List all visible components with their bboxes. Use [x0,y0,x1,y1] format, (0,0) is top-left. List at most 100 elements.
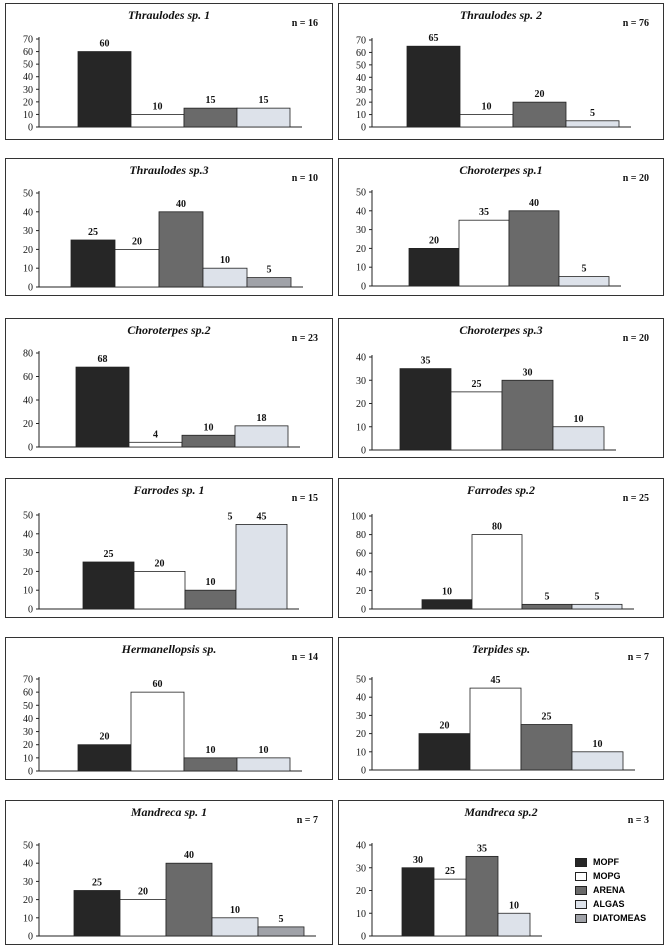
bar-algas [571,751,624,771]
data-label: 10 [206,577,216,588]
y-tick-label: 10 [23,110,33,121]
legend-item: DIATOMEAS [575,911,646,925]
chart-title: Mandreca sp. 1 [130,805,208,819]
data-label: 20 [155,558,165,569]
chart-panel: Mandreca sp.2 n = 3 0 10 20 30 40 30 25 35 10 [338,800,664,945]
y-tick-label: 50 [23,60,33,71]
bar-mopf [421,599,473,610]
data-label: 15 [259,95,269,106]
data-label: 10 [206,745,216,756]
y-tick-label: 20 [356,586,366,597]
bar-mopf [406,45,461,128]
data-label: 25 [542,712,552,723]
y-tick-label: 70 [23,675,33,686]
chart-panel: Choroterpes sp.1 n = 20 0 10 20 30 40 50 20 35 40 5 [338,158,664,296]
y-tick-label: 30 [356,225,366,236]
y-tick-label: 50 [356,675,366,686]
data-label: 20 [429,235,439,246]
data-label: 60 [100,39,110,50]
data-label: 25 [472,379,482,390]
chart-title: Mandreca sp.2 [464,805,538,819]
legend-label: DIATOMEAS [593,913,647,923]
data-label: 15 [206,95,216,106]
bar-mopf [408,248,460,287]
data-label: 20 [132,236,142,247]
bar-mopf [399,368,452,451]
y-tick-label: 30 [23,727,33,738]
y-tick-label: 50 [23,511,33,522]
y-tick-label: 0 [28,443,33,454]
data-label: 25 [445,866,455,877]
y-tick-label: 40 [356,841,366,852]
bar-algas [236,757,291,772]
y-tick-label: 10 [23,753,33,764]
bar-diatomeas [257,926,305,937]
y-tick-label: 50 [356,188,366,199]
legend-label: ARENA [593,885,626,895]
bar-mopg [459,114,514,128]
bar-algas [565,120,620,128]
chart-title: Thraulodes sp. 1 [127,8,211,22]
data-label: 25 [104,549,114,560]
data-label: 30 [413,855,423,866]
bar-arena [520,724,573,771]
data-label: 35 [421,356,431,367]
y-tick-label: 0 [361,123,366,134]
data-label: 4 [153,429,158,440]
y-tick-label: 0 [28,123,33,134]
y-tick-label: 70 [23,35,33,46]
data-label: 60 [153,679,163,690]
legend-label: MOPF [593,857,619,867]
y-tick-label: 10 [23,913,33,924]
bar-algas [211,917,259,937]
y-tick-label: 50 [23,189,33,200]
bar-mopg [450,391,503,451]
data-label: 5 [582,264,587,275]
data-label: 5 [545,591,550,602]
bar-arena [184,589,237,610]
data-label: 68 [98,354,108,365]
y-tick-label: 80 [23,349,33,360]
data-label: 10 [482,102,492,113]
bar-mopg [471,534,523,610]
y-tick-label: 30 [23,877,33,888]
chart-panel: Mandreca sp. 1 n = 7 0 10 20 30 40 50 25 20 40 10 5 [5,800,333,945]
bar-mopg [433,878,467,937]
y-tick-label: 30 [356,85,366,96]
legend-label: MOPG [593,871,621,881]
chart-svg: 0 20 40 60 80 68 4 10 18 [23,349,300,454]
chart-svg: 0 10 20 30 40 50 25 20 10 45 5 [23,511,299,616]
y-tick-label: 30 [356,376,366,387]
y-tick-label: 0 [28,767,33,778]
y-tick-label: 20 [23,895,33,906]
bar-arena [512,101,567,128]
bar-algas [234,425,289,448]
data-label: 10 [593,739,603,750]
y-tick-label: 40 [23,859,33,870]
y-tick-label: 50 [23,701,33,712]
y-tick-label: 100 [351,512,366,523]
legend-swatch-algas [575,899,587,909]
bar-diatomeas [246,277,292,288]
data-label: 45 [257,511,267,522]
bar-algas [235,524,288,610]
data-label: 65 [429,33,439,44]
bar-arena [501,379,554,451]
data-label: 10 [204,422,214,433]
sample-size-label: n = 7 [627,652,649,663]
bar-arena [521,603,573,610]
bar-mopg [119,899,167,937]
y-tick-label: 40 [23,207,33,218]
y-tick-label: 0 [28,932,33,943]
chart-title: Terpides sp. [471,642,531,656]
y-tick-label: 20 [356,399,366,410]
y-tick-label: 10 [356,422,366,433]
chart-title: Choroterpes sp.2 [127,323,211,337]
y-tick-label: 0 [361,932,366,943]
bar-algas [558,276,610,287]
sample-size-label: n = 20 [622,173,649,184]
chart-panel: Terpides sp. n = 7 0 10 20 30 40 50 20 45 25 10 [338,637,664,780]
y-tick-label: 40 [356,693,366,704]
data-label: 20 [440,721,450,732]
